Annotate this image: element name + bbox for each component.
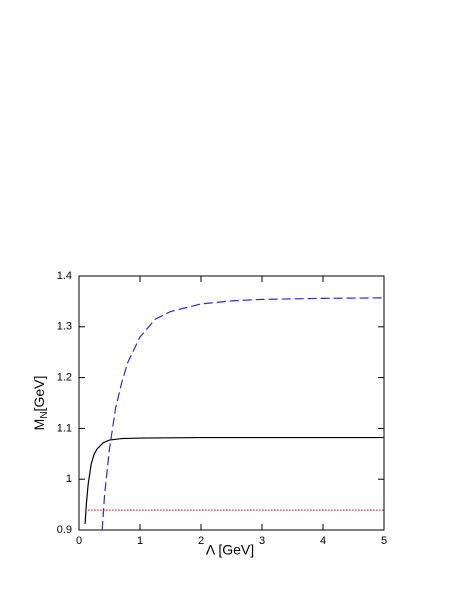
x-axis-label: Λ [GeV] <box>206 542 254 558</box>
y-tick-label: 0.9 <box>57 524 72 536</box>
y-tick-label: 1.2 <box>57 372 72 384</box>
x-tick-label: 2 <box>198 535 204 547</box>
x-tick-label: 1 <box>137 535 143 547</box>
x-tick-label: 5 <box>381 535 387 547</box>
x-tick-label: 4 <box>320 535 326 547</box>
y-label-sub: N <box>39 411 50 418</box>
y-tick-label: 1.1 <box>57 422 72 434</box>
y-label-unit: [GeV] <box>31 376 47 412</box>
x-tick-label: 0 <box>76 535 82 547</box>
series-line <box>101 297 385 531</box>
y-label-main: M <box>31 419 47 431</box>
y-tick-label: 1.4 <box>57 270 72 282</box>
y-tick-label: 1.3 <box>57 321 72 333</box>
x-tick-label: 3 <box>259 535 265 547</box>
y-tick-label: 1 <box>66 473 72 485</box>
series-line <box>84 436 384 524</box>
plot-frame <box>78 275 385 531</box>
y-axis-label: MN[GeV] <box>31 376 50 431</box>
